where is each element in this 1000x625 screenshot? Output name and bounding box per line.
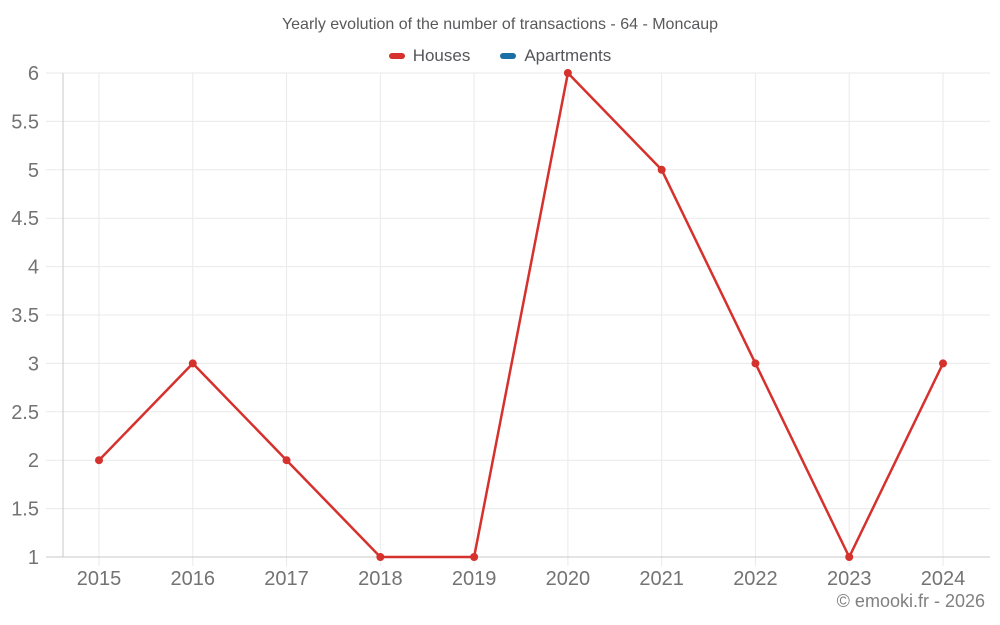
houses-series-swatch-icon	[388, 53, 405, 59]
watermark: © emooki.fr - 2026	[836, 591, 985, 611]
y-axis-tick-label: 3	[28, 353, 39, 375]
houses-data-point[interactable]	[751, 359, 760, 368]
x-axis-tick-label: 2024	[921, 568, 966, 590]
y-axis-tick-label: 4	[28, 257, 39, 279]
chart-legend: Houses Apartments	[0, 46, 1000, 66]
houses-data-point[interactable]	[188, 359, 197, 368]
houses-data-point[interactable]	[845, 553, 854, 561]
y-axis-tick-label: 5	[28, 160, 39, 182]
x-axis-tick-label: 2017	[264, 568, 309, 590]
y-axis-tick-label: 5.5	[11, 111, 39, 133]
houses-data-point[interactable]	[563, 69, 572, 77]
houses-data-point[interactable]	[470, 553, 479, 561]
y-axis-tick-label: 4.5	[11, 208, 39, 230]
legend-item-houses[interactable]: Houses	[388, 46, 471, 66]
x-axis-tick-label: 2015	[77, 568, 122, 590]
x-axis-tick-label: 2016	[171, 568, 216, 590]
y-axis-tick-label: 2	[28, 450, 39, 472]
houses-data-point[interactable]	[939, 359, 947, 368]
houses-data-point[interactable]	[376, 553, 385, 561]
y-axis-tick-label: 1	[28, 547, 39, 569]
x-axis-tick-label: 2019	[452, 568, 497, 590]
x-axis-tick-label: 2020	[546, 568, 591, 590]
y-axis-tick-label: 2.5	[11, 402, 39, 424]
legend-label-apartments: Apartments	[524, 46, 612, 65]
y-axis-tick-label: 1.5	[11, 499, 39, 521]
houses-data-point[interactable]	[282, 456, 291, 465]
x-axis-tick-label: 2021	[639, 568, 684, 590]
chart-title: Yearly evolution of the number of transa…	[281, 16, 719, 33]
x-axis-tick-label: 2018	[358, 568, 403, 590]
x-axis-tick-label: 2022	[733, 568, 778, 590]
houses-data-point[interactable]	[95, 456, 103, 465]
apartments-series-swatch-icon	[500, 53, 517, 59]
houses-data-point[interactable]	[657, 165, 666, 174]
legend-label-houses: Houses	[412, 46, 471, 65]
x-axis-tick-label: 2023	[827, 568, 872, 590]
legend-item-apartments[interactable]: Apartments	[500, 46, 611, 66]
houses-series-line	[97, 71, 945, 559]
y-axis-tick-label: 6	[28, 63, 39, 85]
y-axis-tick-label: 3.5	[11, 305, 39, 327]
